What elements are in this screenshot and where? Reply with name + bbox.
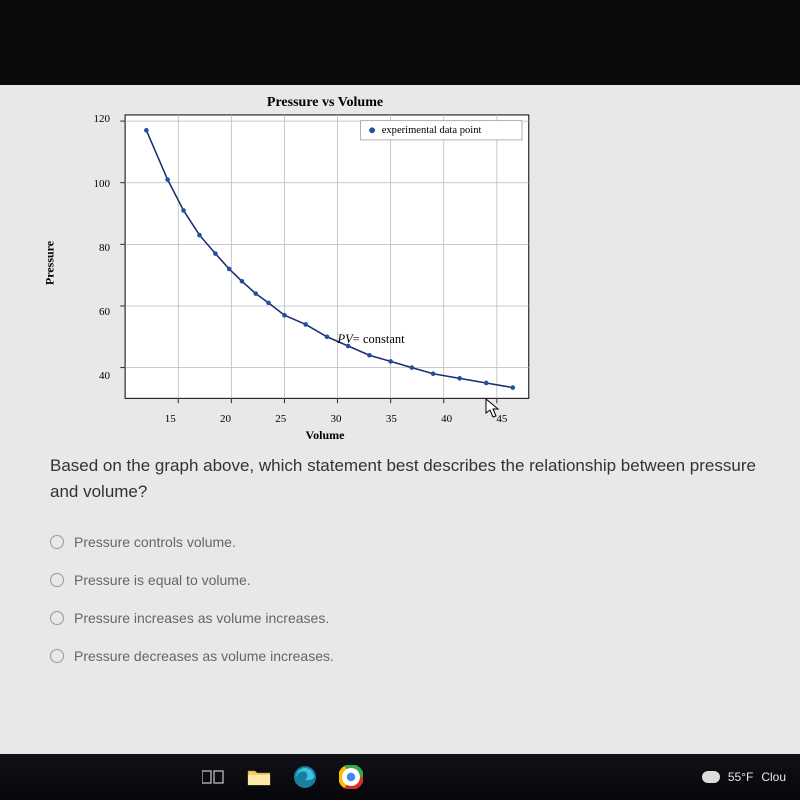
chrome-icon[interactable] bbox=[338, 764, 364, 790]
task-view-icon[interactable] bbox=[200, 764, 226, 790]
weather-widget[interactable]: 55°F Clou bbox=[702, 770, 786, 784]
y-tick-label: 40 bbox=[90, 370, 110, 382]
option-label: Pressure controls volume. bbox=[74, 534, 236, 550]
taskbar-icons bbox=[200, 764, 364, 790]
answer-option-2[interactable]: Pressure increases as volume increases. bbox=[50, 610, 760, 626]
x-tick-label: 45 bbox=[496, 413, 507, 425]
option-label: Pressure decreases as volume increases. bbox=[74, 648, 334, 664]
svg-text:PV= constant: PV= constant bbox=[337, 332, 406, 346]
y-tick-label: 120 bbox=[90, 113, 110, 125]
y-tick-label: 100 bbox=[90, 178, 110, 190]
taskbar[interactable]: 55°F Clou bbox=[0, 754, 800, 800]
quiz-screen: Pressure vs Volume Pressure PV= constant… bbox=[0, 85, 800, 755]
x-tick-label: 20 bbox=[220, 413, 231, 425]
x-tick-label: 30 bbox=[331, 413, 342, 425]
answer-option-0[interactable]: Pressure controls volume. bbox=[50, 534, 760, 550]
answer-options: Pressure controls volume. Pressure is equ… bbox=[50, 534, 760, 664]
y-tick-label: 60 bbox=[90, 306, 110, 318]
svg-text:experimental data point: experimental data point bbox=[382, 125, 482, 136]
x-tick-label: 15 bbox=[165, 413, 176, 425]
x-axis-label: Volume bbox=[115, 428, 535, 443]
y-axis-label: Pressure bbox=[43, 241, 58, 285]
option-label: Pressure increases as volume increases. bbox=[74, 610, 329, 626]
radio-icon bbox=[50, 649, 64, 663]
radio-icon bbox=[50, 535, 64, 549]
answer-option-3[interactable]: Pressure decreases as volume increases. bbox=[50, 648, 760, 664]
x-tick-label: 25 bbox=[275, 413, 286, 425]
weather-temp: 55°F bbox=[728, 770, 753, 784]
chart-container: Pressure vs Volume Pressure PV= constant… bbox=[60, 95, 540, 435]
x-tick-label: 35 bbox=[386, 413, 397, 425]
cloud-icon bbox=[702, 771, 720, 783]
radio-icon bbox=[50, 611, 64, 625]
radio-icon bbox=[50, 573, 64, 587]
plot-wrap: Pressure PV= constantexperimental data p… bbox=[60, 113, 540, 413]
answer-option-1[interactable]: Pressure is equal to volume. bbox=[50, 572, 760, 588]
y-tick-label: 80 bbox=[90, 242, 110, 254]
x-tick-label: 40 bbox=[441, 413, 452, 425]
weather-cond: Clou bbox=[761, 770, 786, 784]
question-text: Based on the graph above, which statemen… bbox=[50, 453, 760, 504]
edge-icon[interactable] bbox=[292, 764, 318, 790]
file-explorer-icon[interactable] bbox=[246, 764, 272, 790]
chart-title: Pressure vs Volume bbox=[115, 95, 535, 111]
chart-plot: PV= constant experimental data point bbox=[115, 113, 535, 408]
option-label: Pressure is equal to volume. bbox=[74, 572, 251, 588]
